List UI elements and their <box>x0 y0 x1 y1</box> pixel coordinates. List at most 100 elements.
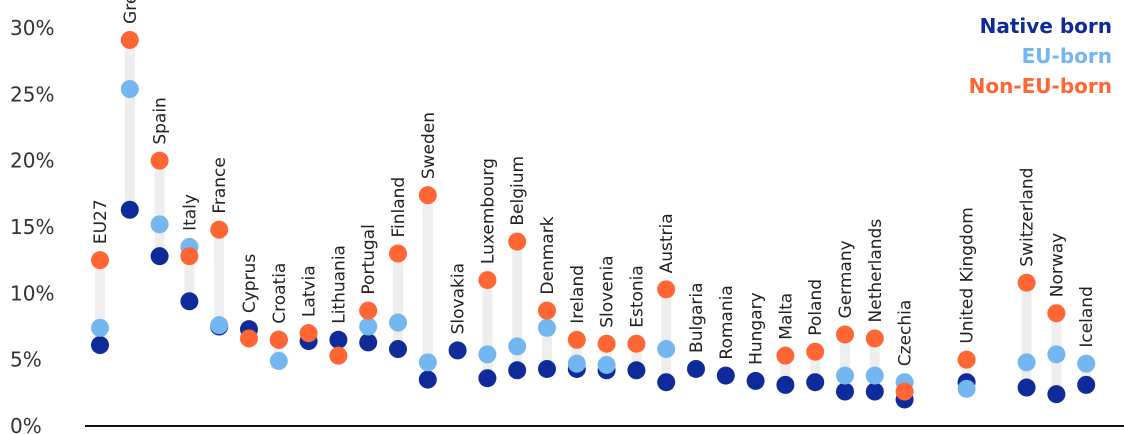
point-non-eu-born <box>957 350 976 369</box>
country-label: Bulgaria <box>687 282 707 353</box>
point-eu-born <box>150 215 169 234</box>
point-eu-born <box>957 379 976 398</box>
y-axis: 0% 5% 10% 15% 20% 25% 30% <box>10 16 54 434</box>
point-non-eu-born <box>895 382 914 401</box>
point-eu-born <box>538 318 556 337</box>
point-native-born <box>508 361 527 380</box>
point-non-eu-born <box>776 346 795 365</box>
point-native-born <box>1017 378 1036 397</box>
point-native-born <box>776 375 795 394</box>
point-non-eu-born <box>1047 304 1066 323</box>
point-native-born <box>448 341 467 360</box>
point-eu-born <box>865 366 884 385</box>
point-native-born <box>329 330 348 349</box>
country-label: France <box>210 157 230 214</box>
legend: Native born EU-born Non-EU-born <box>969 14 1112 98</box>
point-eu-born <box>210 316 229 335</box>
point-non-eu-born <box>508 232 527 251</box>
point-non-eu-born <box>91 251 109 270</box>
country-label: Germany <box>836 240 856 318</box>
country-label: Spain <box>151 97 171 145</box>
point-eu-born <box>359 317 378 336</box>
point-non-eu-born <box>1017 273 1036 292</box>
point-non-eu-born <box>478 271 497 290</box>
point-non-eu-born <box>359 301 378 320</box>
point-native-born <box>418 370 437 389</box>
point-non-eu-born <box>120 30 139 49</box>
point-non-eu-born <box>627 334 646 353</box>
point-native-born <box>150 247 169 266</box>
point-non-eu-born <box>150 151 169 170</box>
country-label: Estonia <box>627 265 647 328</box>
country-label: United Kingdom <box>958 207 978 343</box>
point-native-born <box>91 336 109 355</box>
point-eu-born <box>91 318 109 337</box>
country-label: Ireland <box>568 265 588 324</box>
point-native-born <box>180 292 199 311</box>
x-axis-labels: EU27 Greece Spain Italy France Cyprus Croatia L… <box>91 0 1097 366</box>
point-eu-born <box>1077 354 1096 373</box>
point-eu-born <box>418 353 437 372</box>
country-label: Denmark <box>538 216 558 294</box>
point-native-born <box>865 382 884 401</box>
point-non-eu-born <box>806 342 825 361</box>
country-label: Finland <box>389 177 409 238</box>
y-tick-label: 10% <box>10 281 54 305</box>
point-non-eu-born <box>538 301 556 320</box>
country-label: Slovenia <box>598 255 618 327</box>
point-native-born <box>389 340 407 359</box>
country-label: Greece <box>121 0 141 24</box>
point-eu-born <box>1047 345 1066 364</box>
point-eu-born <box>120 80 139 99</box>
country-label: Cyprus <box>240 254 260 313</box>
point-eu-born <box>478 345 497 364</box>
point-native-born <box>120 200 139 219</box>
y-tick-label: 15% <box>10 215 54 239</box>
country-label: EU27 <box>91 199 111 244</box>
point-eu-born <box>836 366 854 385</box>
y-tick-label: 20% <box>10 149 54 173</box>
point-non-eu-born <box>210 220 229 239</box>
y-tick-label: 30% <box>10 16 54 40</box>
point-non-eu-born <box>836 325 854 344</box>
point-native-born <box>836 382 854 401</box>
point-eu-born <box>597 355 616 374</box>
point-native-born <box>716 366 735 385</box>
point-non-eu-born <box>418 186 437 205</box>
country-label: Luxembourg <box>478 158 498 264</box>
y-tick-label: 25% <box>10 82 54 106</box>
country-label: Malta <box>776 293 796 340</box>
point-non-eu-born <box>269 330 288 349</box>
point-non-eu-born <box>240 329 258 348</box>
country-label: Austria <box>657 213 677 273</box>
point-eu-born <box>1017 353 1036 372</box>
country-label: Italy <box>180 194 200 231</box>
point-native-born <box>478 369 497 388</box>
country-label: Czechia <box>896 300 916 367</box>
point-eu-born <box>567 354 586 373</box>
country-label: Sweden <box>419 112 439 179</box>
country-label: Hungary <box>747 292 767 365</box>
point-native-born <box>806 373 825 392</box>
legend-entry: EU-born <box>1022 44 1112 68</box>
point-non-eu-born <box>865 329 884 348</box>
point-eu-born <box>508 337 527 356</box>
country-label: Romania <box>717 285 737 359</box>
point-non-eu-born <box>389 244 407 263</box>
point-native-born <box>746 371 765 390</box>
point-non-eu-born <box>597 334 616 353</box>
country-label: Iceland <box>1077 286 1097 348</box>
y-tick-label: 0% <box>10 414 42 434</box>
point-native-born <box>538 359 556 378</box>
point-eu-born <box>389 313 407 332</box>
point-non-eu-born <box>657 280 676 299</box>
point-native-born <box>687 359 705 378</box>
country-label: Belgium <box>508 156 528 226</box>
point-non-eu-born <box>329 346 348 365</box>
point-native-born <box>627 361 646 380</box>
country-label: Portugal <box>359 224 379 294</box>
point-eu-born <box>269 351 288 370</box>
country-label: Lithuania <box>329 245 349 324</box>
legend-entry: Non-EU-born <box>969 74 1112 98</box>
